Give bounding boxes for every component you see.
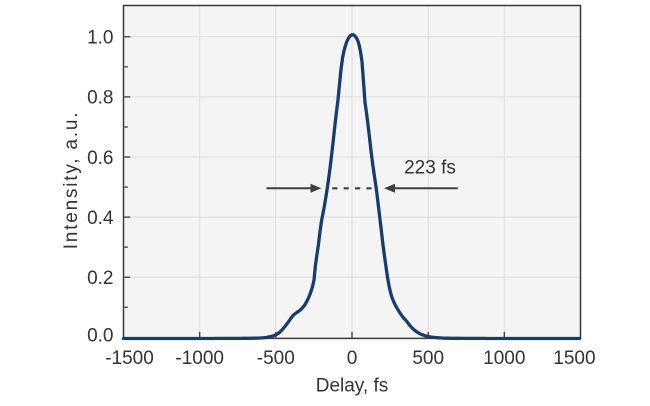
svg-text:-500: -500 xyxy=(257,348,295,369)
svg-text:Intensity, a.u.: Intensity, a.u. xyxy=(61,111,82,250)
svg-text:0.4: 0.4 xyxy=(87,208,114,229)
svg-text:Delay, fs: Delay, fs xyxy=(316,376,389,397)
svg-text:0.2: 0.2 xyxy=(87,268,113,289)
svg-text:0.0: 0.0 xyxy=(87,325,113,346)
svg-text:1500: 1500 xyxy=(553,348,595,369)
svg-text:-1000: -1000 xyxy=(175,348,224,369)
svg-text:500: 500 xyxy=(412,348,444,369)
svg-text:0.8: 0.8 xyxy=(87,88,113,109)
svg-text:1000: 1000 xyxy=(483,348,525,369)
svg-text:223 fs: 223 fs xyxy=(404,157,456,178)
svg-text:0: 0 xyxy=(347,348,358,369)
svg-text:-1500: -1500 xyxy=(105,348,154,369)
svg-text:1.0: 1.0 xyxy=(87,28,113,49)
svg-text:0.6: 0.6 xyxy=(87,148,113,169)
